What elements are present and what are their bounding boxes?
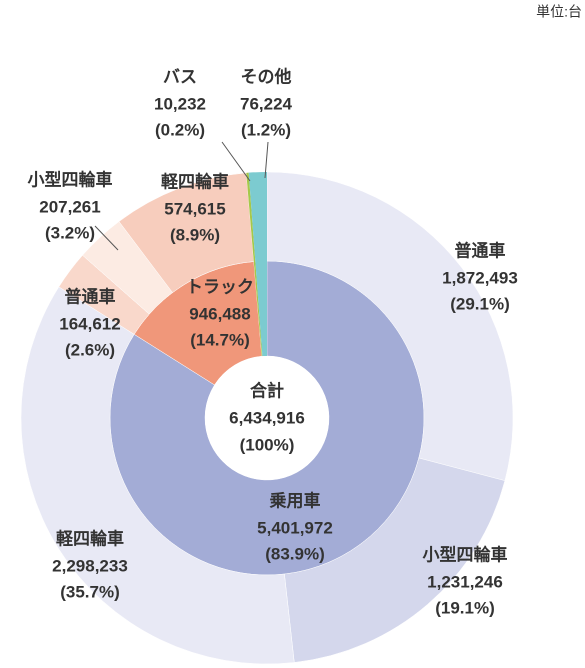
slice-name: 小型四輪車 [28,169,113,189]
slice-percent: (8.9%) [170,225,220,244]
slice-name: 普通車 [65,286,116,306]
slice [248,172,267,357]
slice-value: 5,401,972 [257,518,333,537]
slice-name: 小型四輪車 [423,544,508,564]
slice-percent: (2.6%) [65,340,115,359]
slice-value: 10,232 [154,94,206,113]
outer-slice [20,286,295,665]
slice-percent: (19.1%) [435,598,495,617]
slice-percent: (35.7%) [60,582,120,601]
slice-value: 76,224 [240,94,293,113]
slice-percent: (3.2%) [45,223,95,242]
slice-percent: (83.9%) [265,544,325,563]
slice-value: 1,231,246 [427,572,503,591]
slice [246,172,263,357]
labels: 普通車 1,872,493 (29.1%) 小型四輪車 1,231,246 (19.1%)… [28,66,518,617]
leader-line [264,141,269,179]
slice-value: 164,612 [59,314,120,333]
slice-value: 1,872,493 [442,268,518,287]
slice-name: 軽四輪車 [161,171,229,191]
leader-line [94,225,119,251]
outer-slice [284,457,506,663]
slice-name: その他 [241,66,292,86]
slice-name: 普通車 [455,240,506,260]
center-percent: (100%) [240,435,295,454]
slice-value: 946,488 [189,304,250,323]
donut [20,171,514,665]
slice-value: 2,298,233 [52,556,128,575]
slice-percent: (14.7%) [190,330,250,349]
donut-hole [205,356,329,480]
center-name: 合計 [250,380,284,400]
slice-name: 乗用車 [269,490,321,510]
unit-label: 単位:台 [536,4,582,20]
slice-name: 軽四輪車 [56,528,124,548]
leader-line [221,141,251,182]
slice-name: バス [163,67,197,86]
slice-percent: (1.2%) [241,120,291,139]
outer-slice [266,171,514,481]
slice-percent: (0.2%) [155,120,205,139]
slice-percent: (29.1%) [450,294,510,313]
slice-value: 207,261 [39,197,100,216]
slice-name: トラック [186,277,254,296]
center-value: 6,434,916 [229,408,305,427]
slice-value: 574,615 [164,199,225,218]
